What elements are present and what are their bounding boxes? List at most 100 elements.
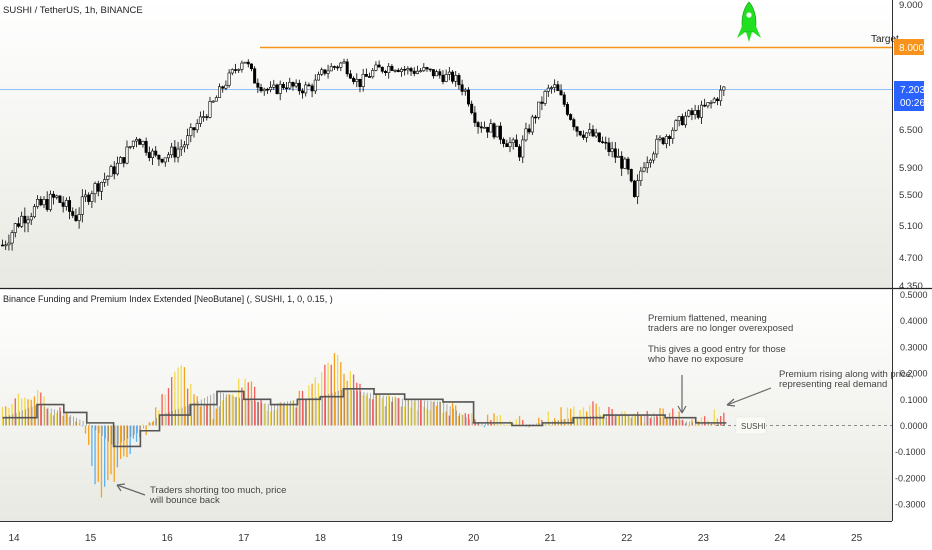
candle-body — [613, 148, 617, 158]
candle-body — [680, 116, 684, 126]
time-tick-label: 16 — [162, 533, 174, 544]
annotation-shorting-line2: will bounce back — [149, 495, 220, 506]
candle-body — [492, 123, 496, 138]
candle-body — [693, 109, 697, 115]
candle-body — [125, 146, 129, 164]
candle-body — [585, 132, 589, 138]
target-level[interactable]: Target 8.000 — [260, 34, 924, 55]
candle-body — [227, 72, 231, 86]
candle-body — [285, 87, 289, 90]
candle-body — [482, 126, 486, 129]
candle-body — [604, 141, 608, 144]
candle-body — [301, 90, 305, 94]
annotation-entry-line1: This gives a good entry for those — [648, 344, 786, 355]
candle-body — [262, 88, 266, 92]
time-tick-label: 20 — [468, 533, 480, 544]
price-tick-label: 5.500 — [899, 190, 923, 201]
candle-body — [336, 66, 340, 69]
candle-body — [332, 66, 336, 68]
candle-body — [304, 84, 308, 94]
candle-body — [699, 104, 703, 118]
candle-body — [508, 142, 512, 148]
time-tick-label: 19 — [391, 533, 403, 544]
candle-body — [706, 102, 710, 107]
candle-body — [591, 129, 595, 137]
candle-body — [186, 135, 190, 146]
candle-body — [559, 90, 563, 96]
candle-body — [396, 69, 400, 72]
indicator-tick-label: 0.1000 — [900, 395, 928, 405]
candle-body — [211, 100, 215, 103]
candle-body — [581, 134, 585, 138]
candle-body — [422, 67, 426, 72]
candle-body — [428, 68, 432, 71]
candle-body — [192, 127, 196, 131]
candle-body — [441, 74, 445, 82]
candle-body — [712, 98, 716, 103]
candle-body — [103, 179, 107, 183]
indicator-tick-label: 0.3000 — [900, 342, 928, 352]
candle-body — [540, 101, 544, 104]
candle-body — [36, 198, 40, 207]
candle-body — [224, 84, 228, 89]
indicator-tick-label: 0.5000 — [900, 290, 928, 300]
candle-body — [406, 68, 410, 71]
candle-body — [278, 83, 282, 94]
candle-body — [703, 104, 707, 107]
candle-body — [288, 81, 292, 89]
candle-body — [511, 139, 515, 144]
candle-body — [607, 142, 611, 152]
annotation-shorting-arrow — [116, 484, 146, 496]
candle-body — [112, 166, 116, 175]
candle-body — [55, 195, 59, 198]
candle-body — [594, 132, 598, 137]
candle-body — [93, 183, 97, 195]
candle-body — [202, 116, 206, 118]
time-tick-label: 15 — [85, 533, 97, 544]
candle-body — [281, 83, 285, 89]
candle-body — [384, 71, 388, 73]
price-tick-label: 4.350 — [899, 281, 923, 292]
annotation-entry-line2: who have no exposure — [647, 354, 744, 365]
candle-body — [339, 62, 343, 68]
candle-body — [310, 85, 314, 92]
indicator-pane-background — [0, 289, 892, 521]
candle-body — [352, 77, 356, 82]
time-tick-label: 21 — [545, 533, 557, 544]
candle-body — [690, 110, 694, 115]
indicator-header: Binance Funding and Premium Index Extend… — [3, 294, 333, 304]
candle-body — [658, 137, 662, 140]
candle-body — [141, 141, 145, 145]
candle-body — [364, 74, 368, 77]
annotation-rising-line2: representing real demand — [779, 379, 887, 390]
candle-body — [639, 170, 643, 181]
candle-body — [393, 69, 397, 72]
annotation-flattened-line2: traders are no longer overexposed — [648, 323, 793, 334]
candle-body — [23, 215, 27, 224]
candle-body — [451, 71, 455, 82]
candle-body — [696, 109, 700, 118]
candle-body — [466, 89, 470, 105]
candle-body — [316, 74, 320, 81]
annotation-rising-arrow — [726, 387, 772, 406]
candle-body — [588, 129, 592, 134]
indicator-tick-label: -0.3000 — [895, 500, 926, 510]
candle-body — [495, 125, 499, 138]
candle-body — [109, 166, 113, 177]
price-tick-label: 5.900 — [899, 163, 923, 174]
candle-body — [71, 211, 75, 216]
candle-body — [380, 66, 384, 72]
candle-body — [154, 150, 158, 156]
candle-body — [345, 61, 349, 75]
candle-body — [671, 129, 675, 139]
candle-body — [115, 162, 119, 175]
candle-body — [623, 158, 627, 169]
candlestick-series — [1, 58, 726, 251]
candle-body — [601, 141, 605, 144]
candle-body — [610, 148, 614, 152]
candle-body — [80, 196, 84, 215]
candle-body — [556, 84, 560, 91]
candle-body — [642, 167, 646, 172]
candle-body — [562, 94, 566, 105]
